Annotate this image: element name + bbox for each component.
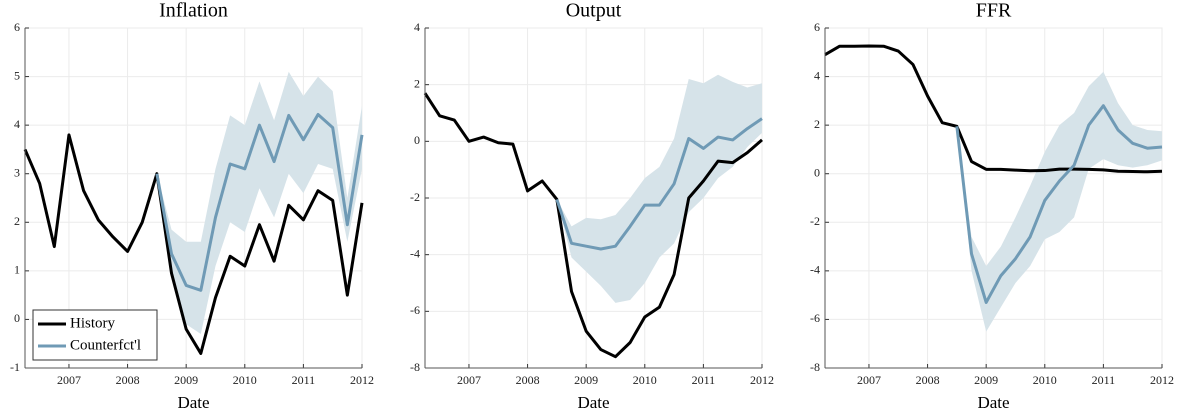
y-tick-label: -4 xyxy=(410,246,420,260)
y-tick-label: -6 xyxy=(810,311,820,325)
chart-title: Inflation xyxy=(159,0,228,22)
y-tick-label: 6 xyxy=(814,20,820,34)
x-tick-label: 2007 xyxy=(857,373,881,387)
y-tick-label: -8 xyxy=(410,360,420,374)
x-tick-label: 2011 xyxy=(692,373,716,387)
y-tick-label: 2 xyxy=(814,117,820,131)
x-axis-label: Date xyxy=(977,393,1009,412)
x-axis-label: Date xyxy=(177,393,209,412)
x-tick-label: 2011 xyxy=(1092,373,1116,387)
legend-box xyxy=(32,309,158,361)
y-tick-label: 0 xyxy=(814,165,820,179)
y-tick-label: 2 xyxy=(14,214,20,228)
legend-label: History xyxy=(70,315,116,331)
y-tick-label: -1 xyxy=(10,360,20,374)
confidence-band xyxy=(156,71,362,334)
x-tick-label: 2012 xyxy=(750,373,774,387)
x-tick-label: 2008 xyxy=(116,373,140,387)
x-tick-label: 2012 xyxy=(350,373,374,387)
x-tick-label: 2007 xyxy=(457,373,481,387)
series-line xyxy=(824,44,1163,174)
y-tick-label: -2 xyxy=(810,214,820,228)
y-tick-label: 2 xyxy=(414,76,420,90)
x-axis-label: Date xyxy=(577,393,609,412)
chart-title: FFR xyxy=(976,0,1012,22)
series-line xyxy=(423,92,763,359)
x-tick-label: 2008 xyxy=(916,373,940,387)
x-tick-label: 2010 xyxy=(1033,373,1057,387)
legend-label: Counterfct'l xyxy=(70,337,141,353)
y-tick-label: 0 xyxy=(14,311,20,325)
y-tick-label: -2 xyxy=(410,190,420,204)
x-tick-label: 2008 xyxy=(516,373,540,387)
y-tick-label: -4 xyxy=(810,263,820,277)
y-tick-label: 5 xyxy=(14,68,20,82)
series-line xyxy=(155,112,364,292)
y-tick-label: -6 xyxy=(410,303,420,317)
y-tick-label: 1 xyxy=(14,263,20,277)
chart-title: Output xyxy=(566,0,622,22)
x-tick-label: 2010 xyxy=(633,373,657,387)
y-tick-label: 4 xyxy=(814,68,820,82)
x-tick-label: 2011 xyxy=(292,373,316,387)
x-tick-label: 2007 xyxy=(57,373,81,387)
y-tick-label: 0 xyxy=(414,133,420,147)
y-tick-label: 4 xyxy=(414,20,420,34)
y-tick-label: 4 xyxy=(14,117,20,131)
x-tick-label: 2010 xyxy=(233,373,257,387)
series-line xyxy=(23,133,364,355)
x-tick-label: 2009 xyxy=(974,373,998,387)
y-tick-label: 6 xyxy=(14,20,20,34)
series-line xyxy=(955,104,1163,304)
confidence-band xyxy=(556,74,762,303)
y-tick-label: -8 xyxy=(810,360,820,374)
x-tick-label: 2009 xyxy=(574,373,598,387)
y-tick-label: 3 xyxy=(14,165,20,179)
x-tick-label: 2009 xyxy=(174,373,198,387)
x-tick-label: 2012 xyxy=(1150,373,1174,387)
series-line xyxy=(555,117,763,251)
